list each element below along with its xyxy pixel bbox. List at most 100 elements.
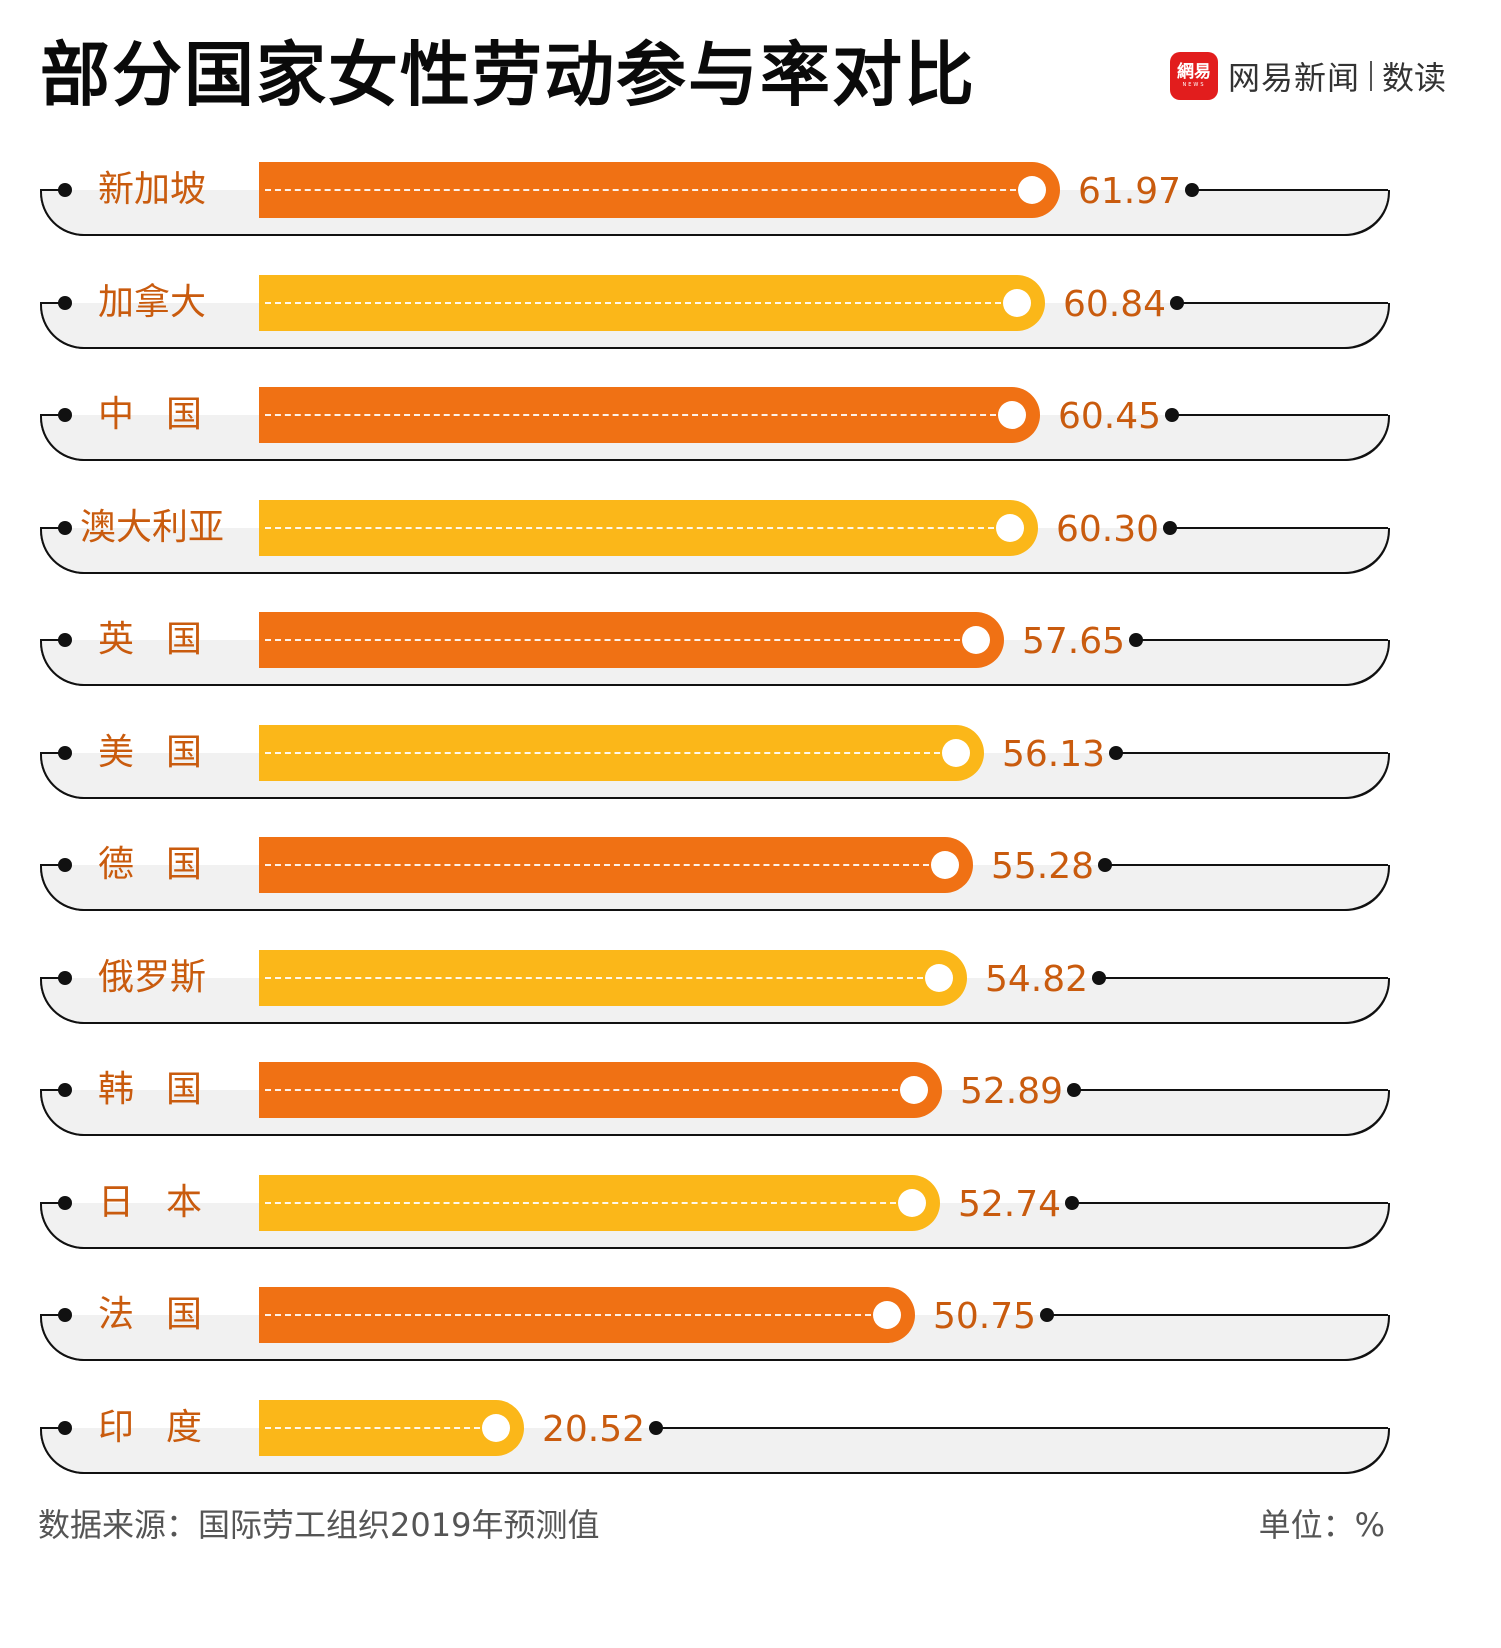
brand-column-name: 数读 (1382, 59, 1447, 97)
track-left-line (40, 526, 64, 529)
bar-end-circle-icon (962, 626, 990, 654)
left-dot-icon (58, 183, 72, 197)
track-right-curve (1344, 865, 1390, 911)
value-label: 52.74 (958, 1183, 1062, 1225)
country-label: 澳大利亚 (80, 506, 225, 548)
value-label: 60.84 (1063, 283, 1167, 325)
bar-end-circle-icon (1003, 288, 1031, 317)
bar (259, 1062, 942, 1118)
bar-row: 德国 55.28 (0, 837, 1501, 949)
track-right-curve (1344, 1427, 1390, 1474)
value-label: 61.97 (1078, 171, 1182, 212)
bar-row: 中国 60.45 (0, 387, 1501, 499)
bar-end-circle-icon (482, 1413, 510, 1442)
bar-row: 法国 50.75 (0, 1287, 1501, 1399)
country-label: 俄罗斯 (98, 956, 207, 998)
bar-row: 新加坡 61.97 (0, 162, 1501, 274)
bar-end-circle-icon (900, 1076, 928, 1104)
track-top-line (1192, 189, 1388, 191)
bar-row: 美国 56.13 (0, 724, 1501, 837)
bar-row: 澳大利亚 60.30 (0, 499, 1501, 612)
left-dot-icon (58, 745, 72, 760)
track-right-curve (1344, 527, 1390, 574)
bar-row: 英国 57.65 (0, 612, 1501, 724)
track-left-line (40, 639, 64, 641)
track-left-curve (40, 640, 84, 686)
track-left-line (40, 864, 64, 866)
country-label: 加拿大 (98, 281, 207, 323)
bar-dashed-line (265, 414, 996, 416)
bar-dashed-line (265, 1426, 480, 1429)
left-dot-icon (58, 408, 72, 422)
track-top-line (1170, 526, 1388, 529)
track-top-line (1099, 976, 1388, 979)
bar (259, 724, 984, 781)
bar-track (40, 1427, 1388, 1474)
left-dot-icon (58, 1420, 72, 1435)
bar-row: 韩国 52.89 (0, 1062, 1501, 1174)
bar-end-circle-icon (898, 1188, 926, 1217)
left-dot-icon (58, 1308, 72, 1322)
track-top-line (1072, 1201, 1388, 1204)
track-right-curve (1344, 752, 1390, 799)
chart-title: 部分国家女性劳动参与率对比 (40, 34, 976, 116)
netease-news-logo-icon: 網易 NEWS (1170, 52, 1218, 100)
track-right-curve (1344, 190, 1390, 236)
bar-dashed-line (265, 639, 960, 641)
bar-dashed-line (265, 1314, 871, 1316)
bar (259, 162, 1060, 218)
bar (259, 1287, 915, 1343)
track-top-line (1105, 864, 1388, 866)
country-label: 新加坡 (98, 169, 207, 210)
track-left-line (40, 1314, 64, 1316)
track-top-line (1136, 639, 1388, 641)
bar-dashed-line (265, 976, 923, 979)
logo-text: 網易 (1177, 62, 1211, 82)
country-label: 印度 (98, 1406, 235, 1448)
track-left-line (40, 1201, 64, 1204)
track-right-curve (1344, 1202, 1390, 1249)
bar-row: 加拿大 60.84 (0, 274, 1501, 387)
bar (259, 837, 973, 893)
bar-dashed-line (265, 526, 994, 529)
bar (259, 274, 1045, 331)
left-dot-icon (58, 633, 72, 647)
value-label: 50.75 (933, 1296, 1037, 1337)
bar-dashed-line (265, 864, 929, 866)
track-right-curve (1344, 1315, 1390, 1361)
track-right-curve (1344, 640, 1390, 686)
left-dot-icon (58, 295, 72, 310)
value-label: 57.65 (1022, 621, 1126, 662)
country-label: 美国 (98, 731, 235, 773)
left-dot-icon (58, 1195, 72, 1210)
track-left-curve (40, 865, 84, 911)
value-label: 52.89 (960, 1071, 1064, 1112)
value-label: 54.82 (985, 958, 1089, 1000)
bar-dashed-line (265, 301, 1001, 304)
bar-end-circle-icon (996, 513, 1024, 542)
track-left-curve (40, 1090, 84, 1136)
country-label: 中国 (98, 394, 235, 435)
brand-name: 网易新闻 (1228, 59, 1361, 97)
bar-row: 日本 52.74 (0, 1174, 1501, 1287)
track-top-line (1047, 1314, 1388, 1316)
value-label: 60.45 (1058, 396, 1162, 437)
left-dot-icon (58, 1083, 72, 1097)
track-left-line (40, 301, 64, 304)
track-top-line (1172, 414, 1388, 416)
track-top-line (1116, 751, 1388, 754)
bar-row: 印度 20.52 (0, 1399, 1501, 1512)
value-label: 60.30 (1056, 508, 1160, 550)
track-left-line (40, 414, 64, 416)
track-left-curve (40, 190, 84, 236)
track-left-curve (40, 415, 84, 461)
country-label: 英国 (98, 619, 235, 660)
left-dot-icon (58, 970, 72, 985)
bar-end-circle-icon (873, 1301, 901, 1329)
bar-dashed-line (265, 189, 1016, 191)
brand-logo-group: 網易 NEWS 网易新闻 数读 (1170, 52, 1446, 100)
bar (259, 387, 1040, 443)
unit-label: 单位：% (1258, 1506, 1385, 1544)
bar (259, 1399, 524, 1456)
bar-end-circle-icon (925, 963, 953, 992)
